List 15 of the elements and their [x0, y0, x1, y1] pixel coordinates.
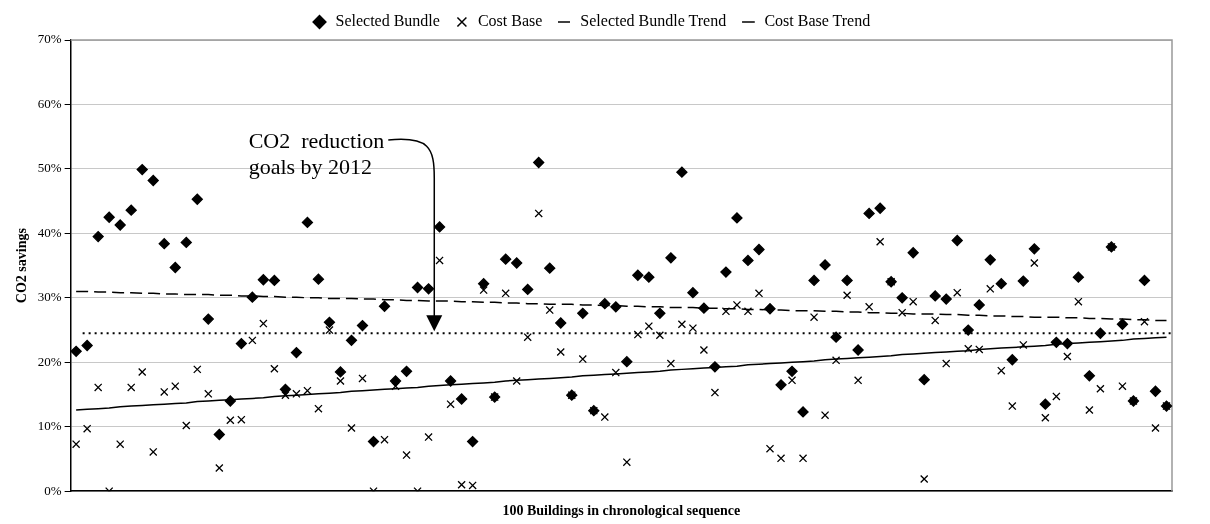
- y-tick-label: 30%: [37, 289, 62, 305]
- y-tick-label: 60%: [37, 95, 62, 111]
- y-tick-label: 0%: [44, 482, 62, 498]
- y-tick-label: 40%: [37, 224, 62, 240]
- annotation: CO2 reduction goals by 2012: [248, 128, 385, 179]
- y-tick-label: 10%: [37, 418, 62, 434]
- y-tick-label: 50%: [37, 160, 62, 176]
- legend-label: Cost Base Trend: [764, 12, 871, 30]
- legend-label: Selected Bundle Trend: [580, 12, 727, 30]
- x-axis-title: 100 Buildings in chronological sequence: [502, 503, 741, 519]
- legend-label: Selected Bundle: [335, 12, 440, 30]
- y-tick-label: 20%: [37, 353, 62, 369]
- legend-label: Cost Base: [477, 12, 543, 30]
- y-tick-label: 70%: [37, 31, 62, 47]
- y-axis-title: CO2 savings: [14, 227, 30, 304]
